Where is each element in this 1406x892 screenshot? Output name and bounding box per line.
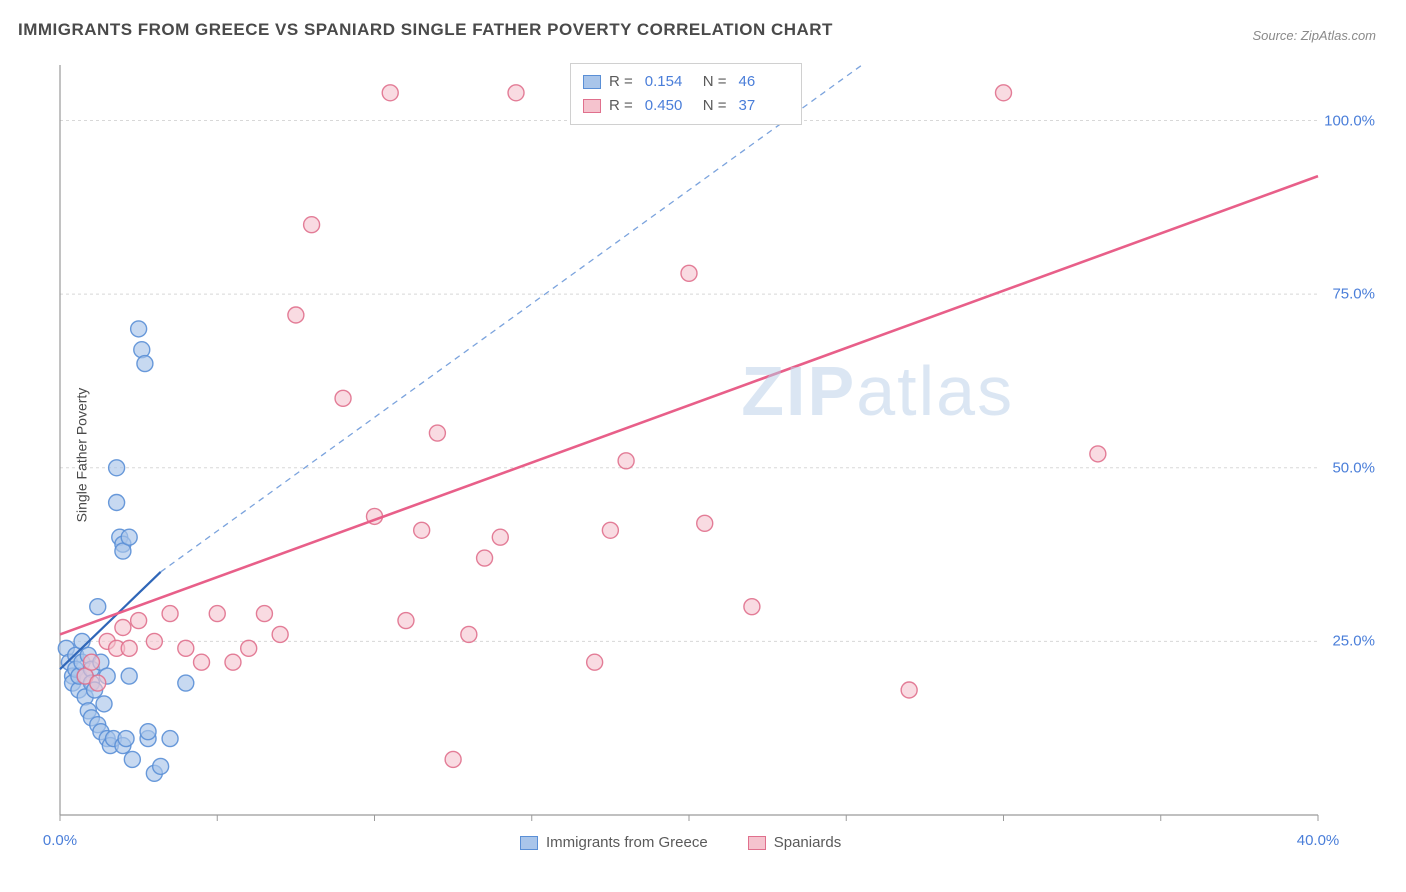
r-label: R = — [609, 94, 633, 118]
spaniards-point — [477, 550, 493, 566]
greece-point — [96, 696, 112, 712]
legend-swatch-icon — [583, 75, 601, 89]
spaniards-point — [461, 626, 477, 642]
spaniards-point — [121, 640, 137, 656]
spaniards-point — [508, 85, 524, 101]
spaniards-point — [681, 265, 697, 281]
greece-trend-extension — [161, 65, 862, 572]
greece-point — [131, 321, 147, 337]
y-tick-label: 50.0% — [1332, 459, 1375, 476]
spaniards-point — [178, 640, 194, 656]
spaniards-point — [382, 85, 398, 101]
greece-point — [109, 460, 125, 476]
spaniards-point — [492, 529, 508, 545]
spaniards-point — [288, 307, 304, 323]
x-tick-label: 0.0% — [43, 832, 77, 849]
spaniards-point — [115, 620, 131, 636]
spaniards-point — [225, 654, 241, 670]
scatter-plot — [50, 55, 1385, 855]
spaniards-point — [90, 675, 106, 691]
chart-container: Single Father Poverty ZIPatlas R =0.154N… — [50, 55, 1385, 855]
source-attribution: Source: ZipAtlas.com — [1252, 28, 1376, 43]
legend-series: Immigrants from Greece Spaniards — [520, 834, 841, 851]
legend-swatch-icon — [520, 836, 538, 850]
n-value: 37 — [739, 94, 789, 118]
spaniards-point — [304, 217, 320, 233]
y-axis-label: Single Father Poverty — [73, 388, 89, 523]
greece-point — [90, 599, 106, 615]
x-tick-label: 40.0% — [1297, 832, 1340, 849]
spaniards-point — [162, 606, 178, 622]
spaniards-point — [131, 613, 147, 629]
spaniards-point — [272, 626, 288, 642]
spaniards-trend-line — [60, 176, 1318, 634]
y-tick-label: 75.0% — [1332, 286, 1375, 303]
spaniards-point — [414, 522, 430, 538]
legend-swatch-icon — [748, 836, 766, 850]
n-label: N = — [703, 94, 727, 118]
greece-point — [118, 731, 134, 747]
spaniards-point — [1090, 446, 1106, 462]
legend-label: Immigrants from Greece — [546, 834, 708, 851]
spaniards-point — [83, 654, 99, 670]
spaniards-point — [901, 682, 917, 698]
spaniards-point — [744, 599, 760, 615]
spaniards-point — [618, 453, 634, 469]
spaniards-point — [996, 85, 1012, 101]
greece-point — [121, 668, 137, 684]
greece-point — [140, 724, 156, 740]
greece-point — [137, 356, 153, 372]
spaniards-point — [256, 606, 272, 622]
legend-stat-row-spaniards: R = 0.450 N = 37 — [583, 94, 789, 118]
spaniards-point — [398, 613, 414, 629]
spaniards-point — [587, 654, 603, 670]
r-label: R = — [609, 70, 633, 94]
n-label: N = — [703, 70, 727, 94]
spaniards-point — [697, 515, 713, 531]
greece-point — [178, 675, 194, 691]
greece-point — [153, 758, 169, 774]
legend-swatch-icon — [583, 99, 601, 113]
n-value: 46 — [739, 70, 789, 94]
spaniards-point — [335, 390, 351, 406]
spaniards-point — [209, 606, 225, 622]
greece-point — [109, 495, 125, 511]
legend-item-spaniards: Spaniards — [748, 834, 842, 851]
spaniards-point — [241, 640, 257, 656]
legend-statistics: R = 0.154 N = 46 R = 0.450 N = 37 — [570, 63, 802, 125]
spaniards-point — [602, 522, 618, 538]
legend-item-greece: Immigrants from Greece — [520, 834, 708, 851]
spaniards-point — [146, 633, 162, 649]
spaniards-point — [194, 654, 210, 670]
greece-point — [162, 731, 178, 747]
legend-label: Spaniards — [774, 834, 842, 851]
spaniards-point — [445, 751, 461, 767]
greece-point — [121, 529, 137, 545]
legend-stat-row-greece: R = 0.154 N = 46 — [583, 70, 789, 94]
r-value: 0.450 — [645, 94, 695, 118]
y-tick-label: 25.0% — [1332, 633, 1375, 650]
chart-title: IMMIGRANTS FROM GREECE VS SPANIARD SINGL… — [18, 20, 833, 40]
greece-point — [124, 751, 140, 767]
r-value: 0.154 — [645, 70, 695, 94]
spaniards-point — [429, 425, 445, 441]
y-tick-label: 100.0% — [1324, 112, 1375, 129]
